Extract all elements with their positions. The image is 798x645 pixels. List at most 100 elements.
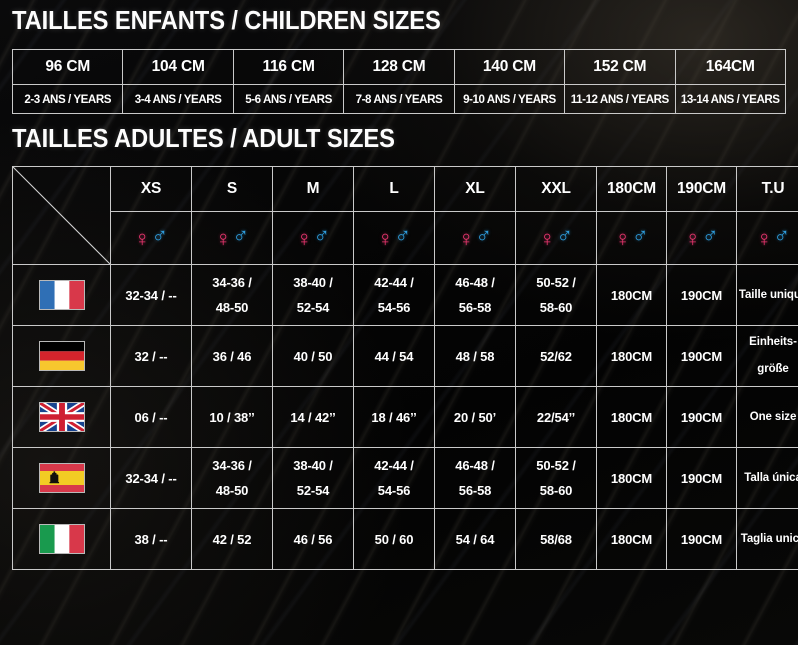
gender-symbols-cell: ♀ ♂ bbox=[272, 210, 354, 266]
cell-value: Taille unique bbox=[737, 286, 798, 305]
children-size-cell: 140 CM bbox=[453, 49, 566, 85]
size-value-cell: 180CM bbox=[596, 508, 667, 570]
size-value-cell: 38-40 / 52-54 bbox=[272, 264, 354, 326]
adult-header-row: XS S M L XL XXL 180CM 190CM T.U bbox=[12, 166, 798, 265]
adult-column-header: XL bbox=[434, 166, 516, 212]
female-icon: ♀ bbox=[458, 225, 475, 251]
female-icon: ♀ bbox=[377, 225, 394, 251]
size-value-cell: 34-36 / 48-50 bbox=[191, 447, 273, 509]
cell-value: 50 / 60 bbox=[354, 530, 434, 549]
cell-value: 190CM bbox=[667, 530, 736, 549]
cell-text-line: 38-40 / bbox=[293, 275, 333, 290]
cell-value: 50-52 / 58-60 bbox=[516, 270, 596, 320]
cell-text-line: 180CM bbox=[610, 409, 653, 425]
female-icon: ♀ bbox=[756, 225, 773, 251]
size-value-cell: 42-44 / 54-56 bbox=[353, 264, 435, 326]
one-size-cell: Taglia unica bbox=[736, 508, 798, 570]
size-value-cell: 58/68 bbox=[515, 508, 597, 570]
cell-text-line: 32-34 / -- bbox=[125, 470, 177, 486]
corner-diagonal-cell bbox=[12, 166, 111, 265]
cell-text-line: 58-60 bbox=[539, 483, 573, 498]
one-size-cell: One size bbox=[736, 386, 798, 448]
gender-symbols-cell: ♀ ♂ bbox=[110, 210, 192, 266]
cell-text-line: 54-56 bbox=[377, 300, 411, 315]
children-size-cell: 152 CM bbox=[564, 49, 676, 85]
size-value-cell: 32-34 / -- bbox=[110, 264, 192, 326]
cell-text-line: 46-48 / bbox=[455, 275, 495, 290]
flag-italy bbox=[38, 524, 85, 554]
one-size-cell: Talla única bbox=[736, 447, 798, 509]
cell-value: 180CM bbox=[597, 408, 666, 427]
male-icon: ♂ bbox=[475, 222, 493, 248]
female-icon: ♀ bbox=[296, 225, 313, 251]
female-icon: ♀ bbox=[134, 225, 151, 251]
cell-value: 190CM bbox=[667, 469, 736, 488]
size-value-cell: 32 / -- bbox=[110, 325, 192, 387]
cell-text-line: 50-52 / bbox=[536, 458, 576, 473]
size-value-cell: 10 / 38’’ bbox=[191, 386, 273, 448]
size-value-cell: 190CM bbox=[666, 325, 737, 387]
cell-text-line: 22/54’’ bbox=[536, 409, 576, 425]
cell-value: 52/62 bbox=[516, 347, 596, 366]
cell-text-line: 56-58 bbox=[458, 300, 492, 315]
country-flag-cell bbox=[12, 447, 111, 509]
cell-text-line: 38-40 / bbox=[293, 458, 333, 473]
children-age-cell: 5-6 ANS / YEARS bbox=[232, 84, 345, 114]
one-size-cell: Einheits-größe bbox=[736, 325, 798, 387]
children-size-row: 96 CM 104 CM 116 CM 128 CM 140 CM 152 CM 164CM bbox=[11, 49, 787, 85]
size-value-cell: 20 / 50’ bbox=[434, 386, 516, 448]
size-value-cell: 50-52 / 58-60 bbox=[515, 447, 597, 509]
cell-text-line: 48 / 58 bbox=[455, 348, 495, 364]
children-age-cell: 9-10 ANS / YEARS bbox=[453, 84, 566, 114]
adult-column-header: 180CM bbox=[596, 166, 667, 212]
adult-column-header: S bbox=[191, 166, 273, 212]
size-value-cell: 52/62 bbox=[515, 325, 597, 387]
cell-value: 38-40 / 52-54 bbox=[273, 270, 353, 320]
size-value-cell: 38 / -- bbox=[110, 508, 192, 570]
cell-value: Taglia unica bbox=[737, 530, 798, 549]
cell-value: 10 / 38’’ bbox=[192, 408, 272, 427]
diagonal-slash-icon bbox=[13, 167, 110, 264]
male-icon: ♂ bbox=[232, 222, 250, 248]
cell-value: 48 / 58 bbox=[435, 347, 515, 366]
cell-value: Einheits-größe bbox=[737, 329, 798, 383]
female-icon: ♀ bbox=[215, 225, 232, 251]
gender-symbols-cell: ♀ ♂ bbox=[596, 210, 667, 266]
one-size-cell: Taille unique bbox=[736, 264, 798, 326]
cell-value: 54 / 64 bbox=[435, 530, 515, 549]
country-flag-cell bbox=[12, 264, 111, 326]
cell-text-line: 42 / 52 bbox=[212, 531, 252, 547]
cell-value: 180CM bbox=[597, 347, 666, 366]
size-value-cell: 46 / 56 bbox=[272, 508, 354, 570]
cell-text-line: größe bbox=[757, 363, 789, 375]
cell-value: 46-48 / 56-58 bbox=[435, 270, 515, 320]
male-icon: ♂ bbox=[394, 222, 412, 248]
cell-value: 180CM bbox=[597, 286, 666, 305]
male-icon: ♂ bbox=[773, 222, 791, 248]
children-age-cell: 7-8 ANS / YEARS bbox=[343, 84, 455, 114]
size-value-cell: 38-40 / 52-54 bbox=[272, 447, 354, 509]
size-value-cell: 50 / 60 bbox=[353, 508, 435, 570]
cell-value: 50-52 / 58-60 bbox=[516, 453, 596, 503]
cell-value: 190CM bbox=[667, 286, 736, 305]
children-age-row: 2-3 ANS / YEARS 3-4 ANS / YEARS 5-6 ANS / … bbox=[11, 84, 787, 114]
gender-symbols-cell: ♀ ♂ bbox=[666, 210, 737, 266]
cell-text-line: One size bbox=[749, 410, 797, 423]
size-value-cell: 42 / 52 bbox=[191, 508, 273, 570]
cell-text-line: 52/62 bbox=[540, 348, 572, 364]
size-value-cell: 48 / 58 bbox=[434, 325, 516, 387]
adult-column-header: M bbox=[272, 166, 354, 212]
adult-sizes-title: TAILLES ADULTES / ADULT SIZES bbox=[12, 125, 395, 153]
cell-text-line: Taglia unica bbox=[740, 532, 798, 545]
table-row: 06 / -- 10 / 38’’ 14 / 42’’ 18 / 46’’ 20 / 5… bbox=[12, 386, 798, 448]
table-row: 32-34 / -- 34-36 / 48-50 38-40 / 52-54 42-44 … bbox=[12, 447, 798, 509]
cell-text-line: 38 / -- bbox=[134, 531, 168, 547]
cell-text-line: 190CM bbox=[680, 531, 723, 547]
cell-value: 40 / 50 bbox=[273, 347, 353, 366]
cell-text-line: 42-44 / bbox=[374, 275, 414, 290]
country-flag-cell bbox=[12, 386, 111, 448]
size-value-cell: 44 / 54 bbox=[353, 325, 435, 387]
size-value-cell: 46-48 / 56-58 bbox=[434, 447, 516, 509]
cell-text-line: Talla única bbox=[744, 471, 798, 484]
